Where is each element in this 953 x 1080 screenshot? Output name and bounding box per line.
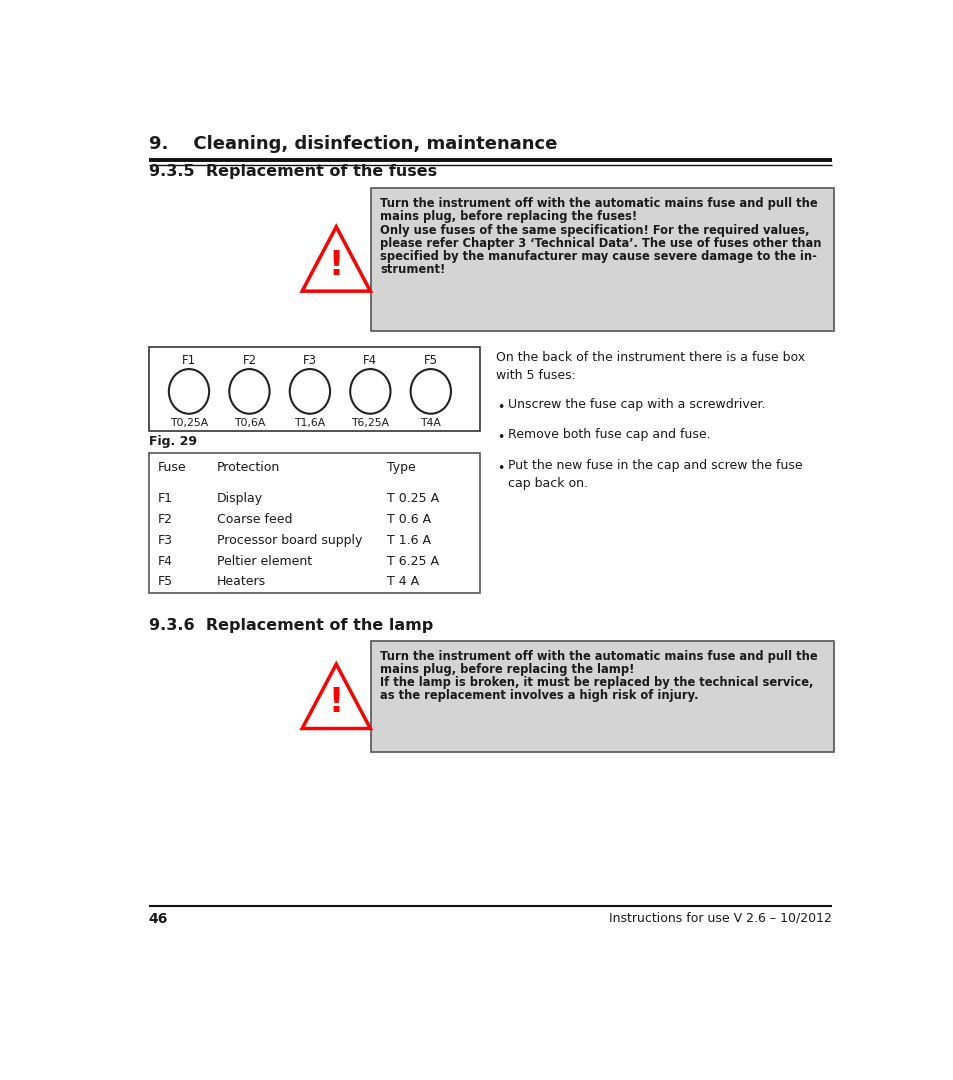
Text: mains plug, before replacing the fuses!: mains plug, before replacing the fuses! — [380, 211, 637, 224]
FancyBboxPatch shape — [371, 188, 833, 332]
Text: T4A: T4A — [420, 418, 441, 428]
Text: F5: F5 — [423, 354, 437, 367]
Text: T0,6A: T0,6A — [233, 418, 265, 428]
FancyBboxPatch shape — [149, 453, 480, 593]
Polygon shape — [302, 664, 370, 729]
Ellipse shape — [350, 369, 390, 414]
Text: 9.    Cleaning, disinfection, maintenance: 9. Cleaning, disinfection, maintenance — [149, 135, 557, 152]
Polygon shape — [302, 227, 370, 292]
Text: Coarse feed: Coarse feed — [216, 513, 292, 526]
Text: T 1.6 A: T 1.6 A — [387, 534, 431, 546]
Text: T 6.25 A: T 6.25 A — [387, 555, 439, 568]
Text: F4: F4 — [363, 354, 377, 367]
Text: 46: 46 — [149, 912, 168, 926]
Text: Peltier element: Peltier element — [216, 555, 312, 568]
Text: mains plug, before replacing the lamp!: mains plug, before replacing the lamp! — [380, 663, 635, 676]
Text: F3: F3 — [158, 534, 172, 546]
Text: !: ! — [329, 686, 343, 719]
Text: F1: F1 — [182, 354, 196, 367]
Text: Heaters: Heaters — [216, 576, 266, 589]
Text: Processor board supply: Processor board supply — [216, 534, 362, 546]
Text: Turn the instrument off with the automatic mains fuse and pull the: Turn the instrument off with the automat… — [380, 650, 817, 663]
Text: •: • — [497, 401, 504, 414]
Text: Remove both fuse cap and fuse.: Remove both fuse cap and fuse. — [508, 429, 710, 442]
Text: On the back of the instrument there is a fuse box
with 5 fuses:: On the back of the instrument there is a… — [496, 351, 804, 382]
Text: as the replacement involves a high risk of injury.: as the replacement involves a high risk … — [380, 689, 699, 702]
Text: T1,6A: T1,6A — [294, 418, 325, 428]
Text: 9.3.5  Replacement of the fuses: 9.3.5 Replacement of the fuses — [149, 164, 436, 179]
Text: •: • — [497, 462, 504, 475]
Text: Protection: Protection — [216, 461, 280, 474]
Text: Display: Display — [216, 492, 263, 505]
Text: F5: F5 — [158, 576, 172, 589]
Text: Type: Type — [387, 461, 416, 474]
Text: T0,25A: T0,25A — [170, 418, 208, 428]
Text: T 4 A: T 4 A — [387, 576, 419, 589]
Ellipse shape — [290, 369, 330, 414]
Text: Unscrew the fuse cap with a screwdriver.: Unscrew the fuse cap with a screwdriver. — [508, 397, 765, 410]
Text: F2: F2 — [158, 513, 172, 526]
Text: F3: F3 — [303, 354, 316, 367]
Text: strument!: strument! — [380, 262, 445, 275]
Text: Turn the instrument off with the automatic mains fuse and pull the: Turn the instrument off with the automat… — [380, 198, 817, 211]
Text: T6,25A: T6,25A — [351, 418, 389, 428]
Text: •: • — [497, 431, 504, 445]
Text: !: ! — [329, 248, 343, 282]
Text: F4: F4 — [158, 555, 172, 568]
Text: specified by the manufacturer may cause severe damage to the in-: specified by the manufacturer may cause … — [380, 249, 817, 262]
Text: 9.3.6  Replacement of the lamp: 9.3.6 Replacement of the lamp — [149, 618, 433, 633]
Ellipse shape — [229, 369, 270, 414]
Text: Fuse: Fuse — [158, 461, 187, 474]
Ellipse shape — [169, 369, 209, 414]
Text: please refer Chapter 3 ‘Technical Data’. The use of fuses other than: please refer Chapter 3 ‘Technical Data’.… — [380, 237, 821, 249]
Text: Put the new fuse in the cap and screw the fuse
cap back on.: Put the new fuse in the cap and screw th… — [508, 459, 802, 490]
FancyBboxPatch shape — [371, 640, 833, 752]
Text: If the lamp is broken, it must be replaced by the technical service,: If the lamp is broken, it must be replac… — [380, 676, 813, 689]
Text: T 0.6 A: T 0.6 A — [387, 513, 431, 526]
FancyBboxPatch shape — [149, 347, 480, 431]
Text: F2: F2 — [242, 354, 256, 367]
Text: T 0.25 A: T 0.25 A — [387, 492, 439, 505]
Ellipse shape — [410, 369, 451, 414]
Text: Only use fuses of the same specification! For the required values,: Only use fuses of the same specification… — [380, 224, 809, 237]
Text: F1: F1 — [158, 492, 172, 505]
Text: Fig. 29: Fig. 29 — [149, 434, 196, 447]
Text: Instructions for use V 2.6 – 10/2012: Instructions for use V 2.6 – 10/2012 — [609, 912, 831, 924]
